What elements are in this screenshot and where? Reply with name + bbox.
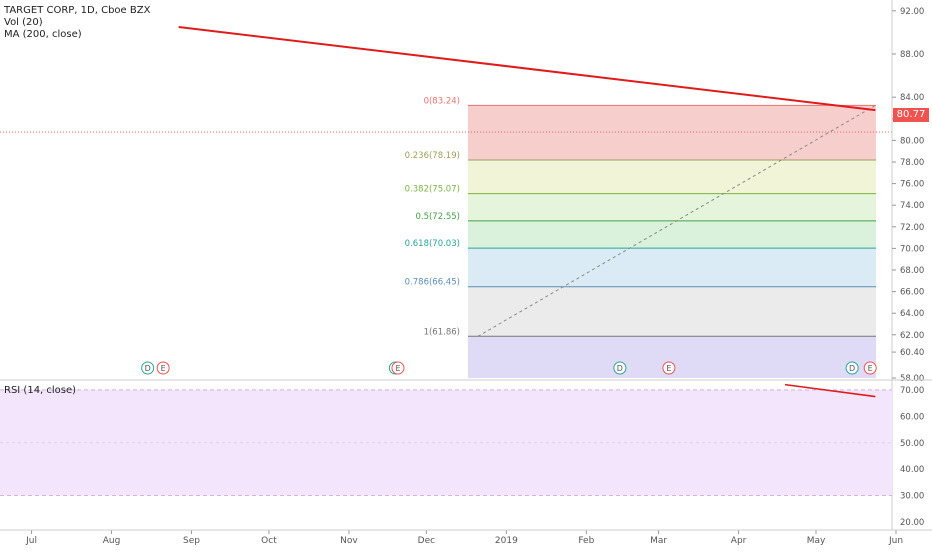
price-axis-label: 68.00 bbox=[900, 266, 924, 276]
rsi-axis-label: 70.00 bbox=[900, 386, 924, 396]
fib-zone bbox=[467, 286, 876, 337]
rsi-axis-label: 60.00 bbox=[900, 412, 924, 422]
time-axis-label: Mar bbox=[650, 536, 667, 546]
marker-letter: D bbox=[617, 364, 623, 373]
marker-letter: E bbox=[868, 364, 873, 373]
fib-zone bbox=[467, 159, 876, 194]
time-axis-label: Jun bbox=[888, 536, 903, 546]
marker-letter: E bbox=[395, 364, 400, 373]
price-axis-label: 76.00 bbox=[900, 180, 924, 190]
rsi-trendline bbox=[784, 383, 876, 398]
price-axis-label: 64.00 bbox=[900, 309, 924, 319]
dividend-marker: D bbox=[613, 361, 627, 375]
fib-zone bbox=[467, 193, 876, 221]
ma-indicator-label[interactable]: MA (200, close) bbox=[4, 29, 82, 40]
fib-zone bbox=[467, 248, 876, 287]
time-axis-label: Oct bbox=[261, 536, 277, 546]
volume-indicator-label[interactable]: Vol (20) bbox=[4, 17, 43, 28]
fib-level-label: 0.786(66.45) bbox=[405, 278, 460, 288]
price-axis-label: 80.00 bbox=[900, 136, 924, 146]
price-axis-label: 70.00 bbox=[900, 244, 924, 254]
fib-level-label: 0.618(70.03) bbox=[405, 239, 460, 249]
chart-legend: TARGET CORP, 1D, Cboe BZX Vol (20) MA (2… bbox=[4, 5, 150, 41]
rsi-axis-label: 50.00 bbox=[900, 439, 924, 449]
time-axis-label: 2019 bbox=[495, 536, 518, 546]
marker-letter: D bbox=[145, 364, 151, 373]
price-axis-label: 62.00 bbox=[900, 331, 924, 341]
price-axis-label: 60.40 bbox=[900, 348, 924, 358]
earnings-marker: E bbox=[391, 361, 405, 375]
current-price-tag: 80.77 bbox=[893, 108, 929, 122]
price-axis-label: 58.00 bbox=[900, 374, 924, 384]
dividend-marker: D bbox=[141, 361, 155, 375]
rsi-axis-label: 30.00 bbox=[900, 492, 924, 502]
time-axis-label: Feb bbox=[578, 536, 594, 546]
fib-level-label: 0(83.24) bbox=[424, 96, 460, 106]
time-axis-label: May bbox=[807, 536, 826, 546]
time-axis-label: Nov bbox=[340, 536, 358, 546]
time-axis-label: Aug bbox=[103, 536, 121, 546]
price-axis-label: 78.00 bbox=[900, 158, 924, 168]
time-axis-label: Apr bbox=[731, 536, 747, 546]
fib-zone bbox=[467, 105, 876, 160]
rsi-axis-label: 40.00 bbox=[900, 465, 924, 475]
earnings-marker: E bbox=[662, 361, 676, 375]
time-axis-label: Dec bbox=[418, 536, 435, 546]
price-axis-label: 66.00 bbox=[900, 288, 924, 298]
price-axis-label: 88.00 bbox=[900, 50, 924, 60]
earnings-marker: E bbox=[863, 361, 877, 375]
fib-level-label: 0.236(78.19) bbox=[405, 151, 460, 161]
dividend-marker: D bbox=[845, 361, 859, 375]
marker-letter: E bbox=[666, 364, 671, 373]
marker-letter: D bbox=[849, 364, 855, 373]
resistance-trendline bbox=[178, 26, 876, 112]
fib-level-label: 1(61.86) bbox=[424, 327, 460, 337]
symbol-label[interactable]: TARGET CORP, 1D, Cboe BZX bbox=[4, 5, 151, 16]
fib-diagonal-line bbox=[477, 104, 876, 337]
price-axis-label: 92.00 bbox=[900, 7, 924, 17]
price-axis-label: 74.00 bbox=[900, 201, 924, 211]
marker-letter: E bbox=[161, 364, 166, 373]
earnings-marker: E bbox=[156, 361, 170, 375]
price-axis-label: 72.00 bbox=[900, 223, 924, 233]
fib-level-label: 0.382(75.07) bbox=[405, 185, 460, 195]
rsi-axis-label: 20.00 bbox=[900, 518, 924, 528]
time-axis-label: Jul bbox=[25, 536, 37, 546]
price-axis-label: 84.00 bbox=[900, 93, 924, 103]
fib-zone bbox=[467, 220, 876, 249]
fib-level-label: 0.5(72.55) bbox=[415, 212, 459, 222]
rsi-indicator-label[interactable]: RSI (14, close) bbox=[4, 385, 77, 396]
time-axis-label: Sep bbox=[183, 536, 200, 546]
